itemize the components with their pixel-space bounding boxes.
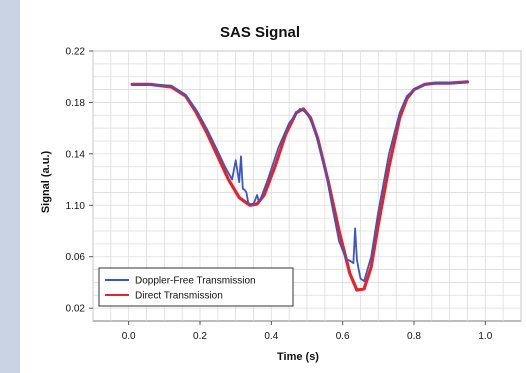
y-tick-label: 1.10 bbox=[66, 201, 86, 212]
series-line-doppler-free-transmission bbox=[131, 81, 469, 283]
y-axis-label: Signal (a.u.) bbox=[40, 150, 52, 213]
y-tick-label: 0.18 bbox=[66, 98, 86, 109]
chart-title: SAS Signal bbox=[220, 24, 300, 41]
x-tick-label: 0.2 bbox=[193, 331, 207, 342]
series-layer bbox=[130, 80, 470, 292]
y-tick-label: 0.06 bbox=[66, 252, 86, 263]
chart: SAS Signal 0.0 0.2 0.4 0.6 0.8 1.0 0.02 0.06 1.… bbox=[40, 24, 522, 363]
chart-panel: SAS Signal 0.0 0.2 0.4 0.6 0.8 1.0 0.02 0.06 1.… bbox=[20, 0, 526, 373]
y-tick-label: 0.02 bbox=[66, 304, 86, 315]
y-axis: 0.02 0.06 1.10 0.14 0.18 0.22 bbox=[66, 47, 93, 315]
legend-box bbox=[98, 267, 294, 307]
x-axis: 0.0 0.2 0.4 0.6 0.8 1.0 bbox=[122, 321, 493, 342]
legend-entry: Doppler-Free Transmission bbox=[135, 276, 256, 287]
x-tick-label: 0.6 bbox=[336, 331, 350, 342]
x-tick-label: 0.8 bbox=[407, 331, 421, 342]
legend-entry: Direct Transmission bbox=[135, 291, 223, 302]
x-tick-label: 0.4 bbox=[264, 331, 278, 342]
x-axis-label: Time (s) bbox=[277, 351, 319, 363]
x-tick-label: 0.0 bbox=[122, 331, 136, 342]
y-tick-label: 0.22 bbox=[66, 47, 86, 58]
x-tick-label: 1.0 bbox=[478, 331, 492, 342]
series-line-direct-transmission bbox=[130, 80, 470, 292]
legend: Doppler-Free Transmission Direct Transmis… bbox=[98, 267, 294, 307]
y-tick-label: 0.14 bbox=[66, 149, 86, 160]
